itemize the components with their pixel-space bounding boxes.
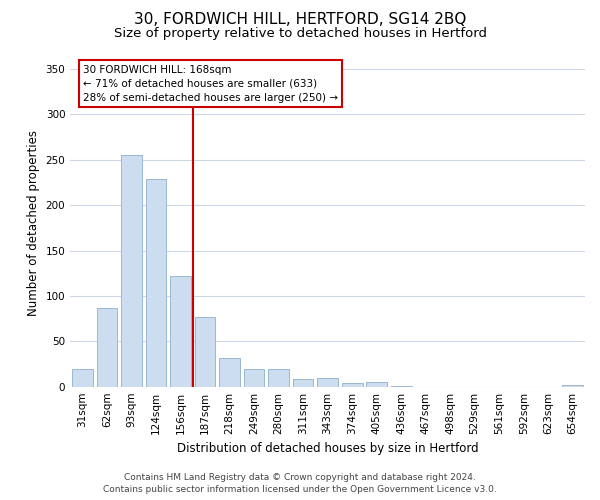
Bar: [121, 156, 142, 386]
Bar: [366, 382, 387, 386]
Text: Size of property relative to detached houses in Hertford: Size of property relative to detached ho…: [113, 28, 487, 40]
Bar: [293, 378, 313, 386]
Bar: [146, 179, 166, 386]
Bar: [268, 368, 289, 386]
Text: 30, FORDWICH HILL, HERTFORD, SG14 2BQ: 30, FORDWICH HILL, HERTFORD, SG14 2BQ: [134, 12, 466, 28]
Bar: [219, 358, 240, 386]
Text: Contains HM Land Registry data © Crown copyright and database right 2024.
Contai: Contains HM Land Registry data © Crown c…: [103, 472, 497, 494]
Bar: [244, 368, 265, 386]
Bar: [562, 385, 583, 386]
Bar: [72, 370, 93, 386]
Bar: [341, 383, 362, 386]
X-axis label: Distribution of detached houses by size in Hertford: Distribution of detached houses by size …: [177, 442, 478, 455]
Bar: [97, 308, 118, 386]
Bar: [317, 378, 338, 386]
Text: 30 FORDWICH HILL: 168sqm
← 71% of detached houses are smaller (633)
28% of semi-: 30 FORDWICH HILL: 168sqm ← 71% of detach…: [83, 64, 338, 102]
Y-axis label: Number of detached properties: Number of detached properties: [27, 130, 40, 316]
Bar: [194, 317, 215, 386]
Bar: [170, 276, 191, 386]
